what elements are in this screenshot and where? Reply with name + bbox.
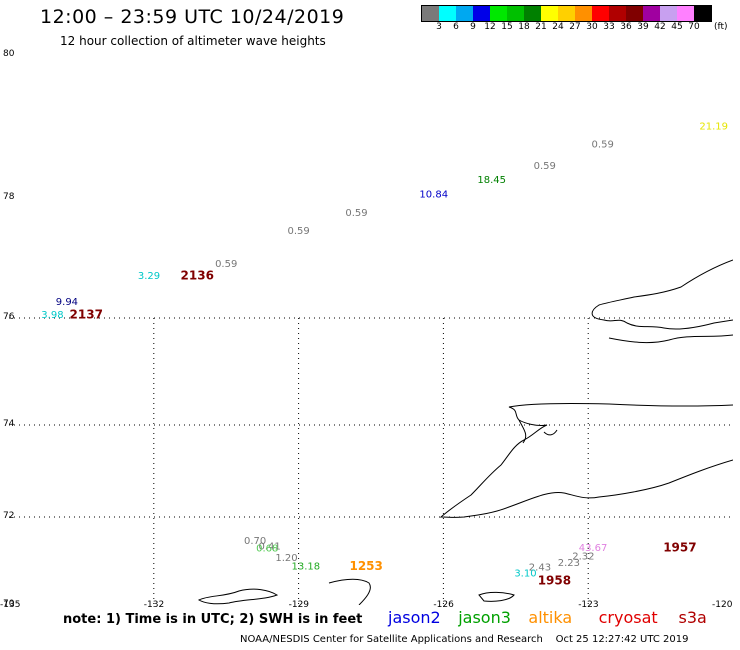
color-swatch <box>456 6 473 21</box>
latitude-label: 72 <box>3 511 15 521</box>
color-scale-label: 70 <box>688 22 700 32</box>
longitude-label: -132 <box>143 600 165 610</box>
pass-time-label: 2137 <box>70 308 103 322</box>
wave-height-label: 0.59 <box>534 161 556 172</box>
color-scale-label: 42 <box>654 22 666 32</box>
satellite-legend-item: s3a <box>678 608 707 627</box>
wave-height-label: 43.67 <box>579 543 608 554</box>
wave-height-label: 9.94 <box>56 297 78 308</box>
wave-height-label: 18.45 <box>477 175 506 186</box>
wave-height-label: 0.59 <box>215 259 237 270</box>
color-swatch <box>473 6 490 21</box>
latitude-label: 76 <box>3 312 15 322</box>
pass-time-label: 1957 <box>663 540 696 554</box>
color-swatch <box>524 6 541 21</box>
color-scale-label: 24 <box>552 22 564 32</box>
color-scale-label: 45 <box>671 22 683 32</box>
wave-height-label: 10.84 <box>419 189 448 200</box>
color-swatch <box>643 6 660 21</box>
generated-timestamp: Oct 25 12:27:42 UTC 2019 <box>555 634 689 645</box>
latitude-label: 70 <box>3 599 15 609</box>
wave-height-label: 3.98 <box>41 310 63 321</box>
latitude-label: 80 <box>3 49 15 59</box>
color-scale-label: 3 <box>436 22 442 32</box>
satellite-legend-item: altika <box>528 608 573 627</box>
color-scale-label: 36 <box>620 22 632 32</box>
color-swatch <box>490 6 507 21</box>
satellite-legend-item: cryosat <box>598 608 658 627</box>
color-scale-label: 27 <box>569 22 581 32</box>
wave-height-label: 3.29 <box>138 271 160 282</box>
longitude-label: -129 <box>288 600 310 610</box>
color-scale-label: 9 <box>470 22 476 32</box>
wave-height-label: 0.59 <box>345 208 367 219</box>
color-swatch <box>541 6 558 21</box>
color-swatch <box>507 6 524 21</box>
color-scale <box>421 5 712 22</box>
wave-height-label: 2.32 <box>572 552 594 563</box>
wave-height-label: 0.70 <box>244 536 266 547</box>
color-scale-unit: (ft) <box>714 22 728 32</box>
color-swatch <box>558 6 575 21</box>
color-swatch <box>422 6 439 21</box>
color-swatch <box>660 6 677 21</box>
map-canvas: 21.19 0.59 0.59 18.45 10.84 0.59 0.59 0.59 3.29 2… <box>9 122 733 605</box>
wave-height-label: 0.59 <box>287 226 309 237</box>
pass-time-label: 2136 <box>181 269 214 283</box>
color-scale-label: 39 <box>637 22 649 32</box>
wave-height-label: 21.19 <box>699 122 728 133</box>
wave-height-label: 0.68 <box>256 544 278 555</box>
color-swatch <box>626 6 643 21</box>
longitude-label: -126 <box>433 600 454 610</box>
wave-height-label: 0.59 <box>592 139 614 150</box>
color-scale-label: 21 <box>535 22 547 32</box>
longitude-label: -123 <box>578 600 599 610</box>
color-swatch <box>592 6 609 21</box>
color-swatch <box>575 6 592 21</box>
legend-note: note: 1) Time is in UTC; 2) SWH is in fe… <box>63 612 363 627</box>
color-scale-label: 33 <box>603 22 615 32</box>
color-scale-label: 6 <box>453 22 459 32</box>
color-swatch <box>439 6 456 21</box>
wave-height-label: 2.23 <box>558 558 580 569</box>
page-subtitle: 12 hour collection of altimeter wave hei… <box>60 34 326 48</box>
latitude-label: 78 <box>3 192 15 202</box>
color-scale-label: 15 <box>501 22 513 32</box>
longitude-label: -120 <box>712 600 733 610</box>
graticule <box>9 317 733 605</box>
color-scale-label: 30 <box>586 22 598 32</box>
color-scale-label: 12 <box>484 22 496 32</box>
wave-height-label: 2.43 <box>529 563 551 574</box>
longitude-label: -135 <box>0 600 21 610</box>
credit-text: NOAA/NESDIS Center for Satellite Applica… <box>240 634 543 645</box>
color-scale-label: 18 <box>518 22 530 32</box>
wave-height-label: 0.41 <box>259 541 281 552</box>
satellite-legend-item: jason3 <box>458 608 511 627</box>
color-swatch <box>609 6 626 21</box>
page-title: 12:00 – 23:59 UTC 10/24/2019 <box>40 6 345 28</box>
wave-height-label: 3.10 <box>514 568 536 579</box>
footer-credit: NOAA/NESDIS Center for Satellite Applica… <box>240 634 689 645</box>
wave-height-label: 1.20 <box>275 553 297 564</box>
satellite-legend-item: jason2 <box>388 608 441 627</box>
color-swatch <box>694 6 711 21</box>
coastline <box>197 259 733 605</box>
pass-time-label: 1253 <box>349 559 382 573</box>
wave-height-label: 13.18 <box>292 561 321 572</box>
latitude-label: 74 <box>3 419 15 429</box>
color-swatch <box>677 6 694 21</box>
pass-time-label: 1958 <box>538 573 571 587</box>
